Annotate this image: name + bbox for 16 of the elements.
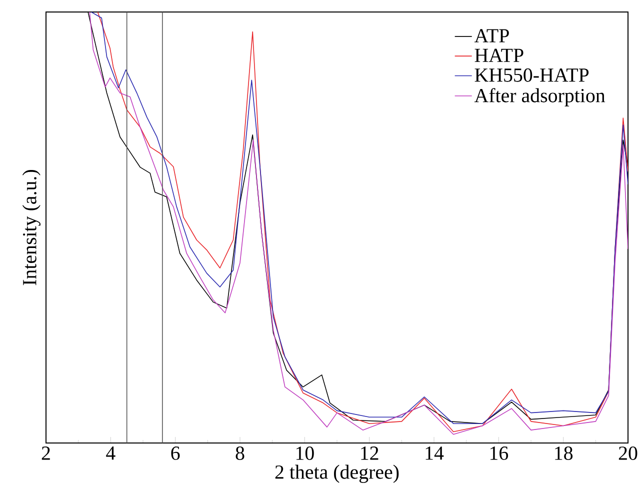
legend-label: After adsorption	[474, 88, 606, 106]
legend-label: KH550-HATP	[474, 68, 589, 82]
x-tick-label: 2	[42, 446, 50, 460]
x-axis-title: 2 theta (degree)	[275, 464, 399, 483]
x-tick-label: 6	[171, 446, 180, 460]
x-tick-label: 18	[555, 446, 573, 460]
x-tick-label: 4	[106, 446, 116, 460]
legend-label: ATP	[474, 29, 509, 42]
y-axis-title: Intensity (a.u.)	[22, 170, 40, 286]
x-tick-label: 12	[361, 446, 378, 460]
x-tick-label: 8	[236, 446, 244, 460]
x-tick-label: 20	[618, 446, 638, 460]
legend-label: HATP	[474, 48, 524, 62]
x-tick-label: 14	[426, 446, 444, 460]
x-tick-label: 16	[490, 446, 508, 460]
x-tick-label: 10	[296, 446, 314, 460]
